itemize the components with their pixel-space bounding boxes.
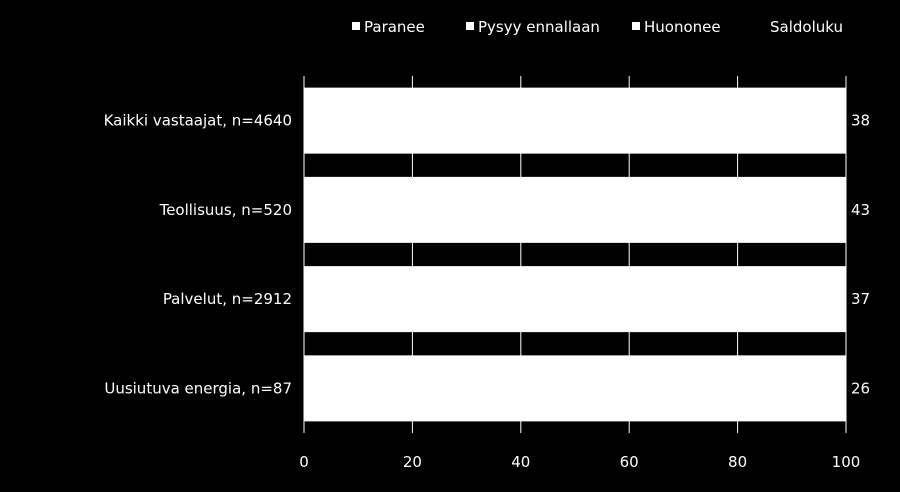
legend: Paranee Pysyy ennallaan Huononee Saldoluku	[352, 18, 843, 36]
legend-item-huononee: Huononee	[632, 18, 721, 36]
saldoluku-value: 26	[851, 379, 870, 397]
legend-label: Pysyy ennallaan	[478, 18, 600, 36]
x-tick-label: 0	[299, 453, 309, 471]
legend-marker	[352, 22, 360, 30]
saldoluku-value: 37	[851, 290, 870, 308]
bar-palvelut-n-2912	[304, 266, 846, 333]
x-tick-label: 100	[832, 453, 861, 471]
legend-marker	[632, 22, 640, 30]
legend-item-paranee: Paranee	[352, 18, 425, 36]
x-axis-ticks: 0 20 40 60 80 100	[299, 453, 860, 471]
category-label: Palvelut, n=2912	[163, 290, 292, 308]
x-tick-label: 60	[620, 453, 639, 471]
bars	[304, 87, 846, 422]
x-tick-label: 80	[728, 453, 747, 471]
x-tick-label: 20	[403, 453, 422, 471]
bar-uusiutuva-energia-n-87	[304, 355, 846, 422]
category-label: Kaikki vastaajat, n=4640	[104, 112, 292, 130]
category-label: Teollisuus, n=520	[159, 201, 292, 219]
legend-label: Paranee	[364, 18, 425, 36]
legend-label: Huononee	[644, 18, 721, 36]
category-labels: Kaikki vastaajat, n=4640 Teollisuus, n=52…	[104, 112, 292, 398]
bar-teollisuus-n-520	[304, 176, 846, 243]
legend-item-saldoluku: Saldoluku	[770, 18, 843, 36]
saldoluku-labels: 38 43 37 26	[851, 112, 870, 398]
bar-kaikki-vastaajat-n-4640	[304, 87, 846, 154]
category-label: Uusiutuva energia, n=87	[104, 379, 292, 397]
x-tick-label: 40	[511, 453, 530, 471]
legend-marker	[466, 22, 474, 30]
saldoluku-value: 43	[851, 201, 870, 219]
saldoluku-value: 38	[851, 112, 870, 130]
legend-item-pysyy-ennallaan: Pysyy ennallaan	[466, 18, 600, 36]
